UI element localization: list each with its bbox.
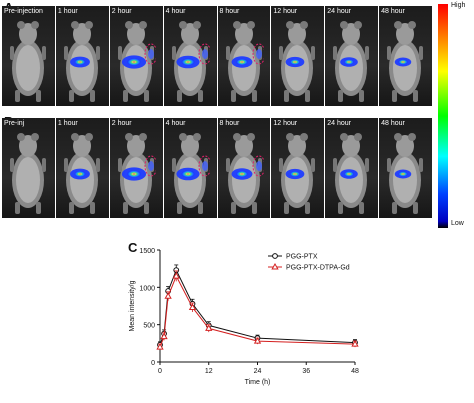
timepoint-label: 24 hour xyxy=(327,8,351,15)
series-line xyxy=(159,268,356,345)
timepoint-label: Pre-injection xyxy=(4,8,43,15)
panel-b-strip: Pre-inj 1 hour 2 hour 4 hour 8 hour 12 h xyxy=(2,118,432,218)
mouse-silhouette xyxy=(63,21,100,102)
y-axis-label: Mean intensity/g xyxy=(129,280,136,331)
colorbar-gradient xyxy=(438,4,448,228)
x-tick-label: 0 xyxy=(158,368,162,375)
imaging-frame: 48 hour xyxy=(379,118,432,218)
imaging-frame: 24 hour xyxy=(325,6,379,106)
mouse-silhouette xyxy=(171,133,210,214)
imaging-frame: Pre-inj xyxy=(2,118,55,218)
data-point xyxy=(164,292,172,299)
data-point xyxy=(205,324,213,331)
data-point xyxy=(253,337,262,344)
legend-label: PGG-PTX-DTPA-Gd xyxy=(286,265,350,272)
timepoint-label: 8 hour xyxy=(219,8,240,15)
x-tick-label: 12 xyxy=(205,368,213,375)
mouse-silhouette xyxy=(117,133,156,214)
imaging-frame: 8 hour xyxy=(217,118,271,218)
timepoint-label: 1 hour xyxy=(57,120,78,127)
timepoint-label: 2 hour xyxy=(111,120,132,127)
timepoint-label: 4 hour xyxy=(165,8,186,15)
x-tick-label: 48 xyxy=(351,368,359,375)
time-course-chart: 0 500 1000 1500 0 12 24 36 48 Time (h) Mean intens… xyxy=(129,248,359,386)
colorbar-high-label: High xyxy=(451,2,466,9)
data-point xyxy=(172,272,180,279)
mouse-silhouette xyxy=(117,21,156,102)
mouse-silhouette xyxy=(333,21,370,102)
data-point xyxy=(351,340,359,347)
imaging-frame: 24 hour xyxy=(325,118,379,218)
mouse-silhouette xyxy=(63,133,100,214)
timepoint-label: 12 hour xyxy=(273,8,298,15)
timepoint-label: 8 hour xyxy=(219,120,240,127)
intensity-colorbar: High Low xyxy=(436,2,472,230)
colorbar-low-label: Low xyxy=(451,220,464,227)
data-point xyxy=(160,332,168,340)
imaging-frame: 12 hour xyxy=(271,6,325,106)
panel-c-letter: C xyxy=(128,240,138,255)
mouse-silhouette xyxy=(171,21,210,102)
timepoint-label: 4 hour xyxy=(165,120,186,127)
timepoint-label: 24 hour xyxy=(327,120,351,127)
mouse-silhouette xyxy=(279,21,316,102)
mouse-silhouette xyxy=(10,133,46,214)
legend-label: PGG-PTX xyxy=(286,254,318,261)
timepoint-label: 1 hour xyxy=(57,8,78,15)
imaging-frame: 1 hour xyxy=(55,6,109,106)
imaging-frame: 48 hour xyxy=(379,6,432,106)
legend-marker xyxy=(271,262,279,270)
mouse-silhouette xyxy=(387,133,424,214)
mouse-silhouette xyxy=(10,21,46,102)
mouse-silhouette xyxy=(387,21,424,102)
mouse-silhouette xyxy=(225,21,264,102)
legend-marker xyxy=(272,253,278,259)
imaging-frame: 2 hour xyxy=(109,6,163,106)
timepoint-label: 2 hour xyxy=(111,8,132,15)
imaging-frame: 2 hour xyxy=(109,118,163,218)
y-tick-label: 0 xyxy=(151,360,155,367)
data-point xyxy=(156,343,164,350)
timepoint-label: 12 hour xyxy=(273,120,298,127)
y-tick-label: 1000 xyxy=(139,285,155,292)
timepoint-label: 48 hour xyxy=(381,120,405,127)
imaging-frame: Pre-injection xyxy=(2,6,55,106)
imaging-frame: 8 hour xyxy=(217,6,271,106)
mouse-silhouette xyxy=(279,133,316,214)
x-axis-label: Time (h) xyxy=(245,379,271,386)
panel-a-strip: Pre-injection 1 hour 2 hour 4 hour 8 hou… xyxy=(2,6,432,106)
timepoint-label: 48 hour xyxy=(381,8,405,15)
mouse-silhouette xyxy=(225,133,264,214)
imaging-frame: 4 hour xyxy=(163,6,217,106)
y-tick-label: 500 xyxy=(143,323,155,330)
imaging-frame: 4 hour xyxy=(163,118,217,218)
timepoint-label: Pre-inj xyxy=(4,120,25,127)
series-line xyxy=(159,274,356,348)
data-point xyxy=(188,303,197,310)
imaging-frame: 1 hour xyxy=(55,118,109,218)
y-tick-label: 1500 xyxy=(139,248,155,255)
imaging-frame: 12 hour xyxy=(271,118,325,218)
x-tick-label: 24 xyxy=(254,368,262,375)
mouse-silhouette xyxy=(333,133,370,214)
x-tick-label: 36 xyxy=(302,368,310,375)
